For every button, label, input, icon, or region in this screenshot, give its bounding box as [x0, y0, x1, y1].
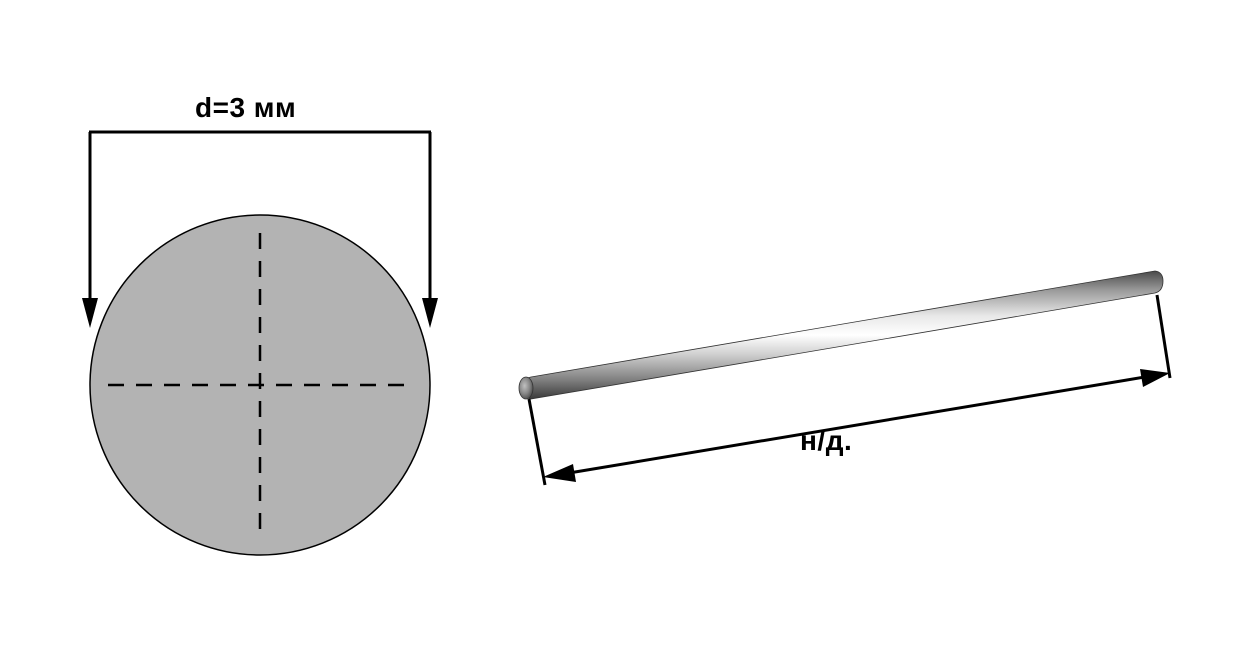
length-extension-left — [529, 399, 545, 485]
technical-drawing — [0, 0, 1240, 660]
diagram-container: d=3 мм н/д. — [0, 0, 1240, 660]
length-dimension-line — [563, 376, 1151, 474]
diameter-arrow-left — [82, 298, 98, 328]
length-label: н/д. — [800, 425, 852, 457]
diameter-label: d=3 мм — [195, 92, 296, 124]
diameter-arrow-right — [422, 298, 438, 328]
length-arrow-left — [543, 464, 576, 482]
length-extension-right — [1157, 295, 1170, 378]
length-arrow-right — [1140, 369, 1170, 387]
rod-body — [519, 271, 1163, 399]
